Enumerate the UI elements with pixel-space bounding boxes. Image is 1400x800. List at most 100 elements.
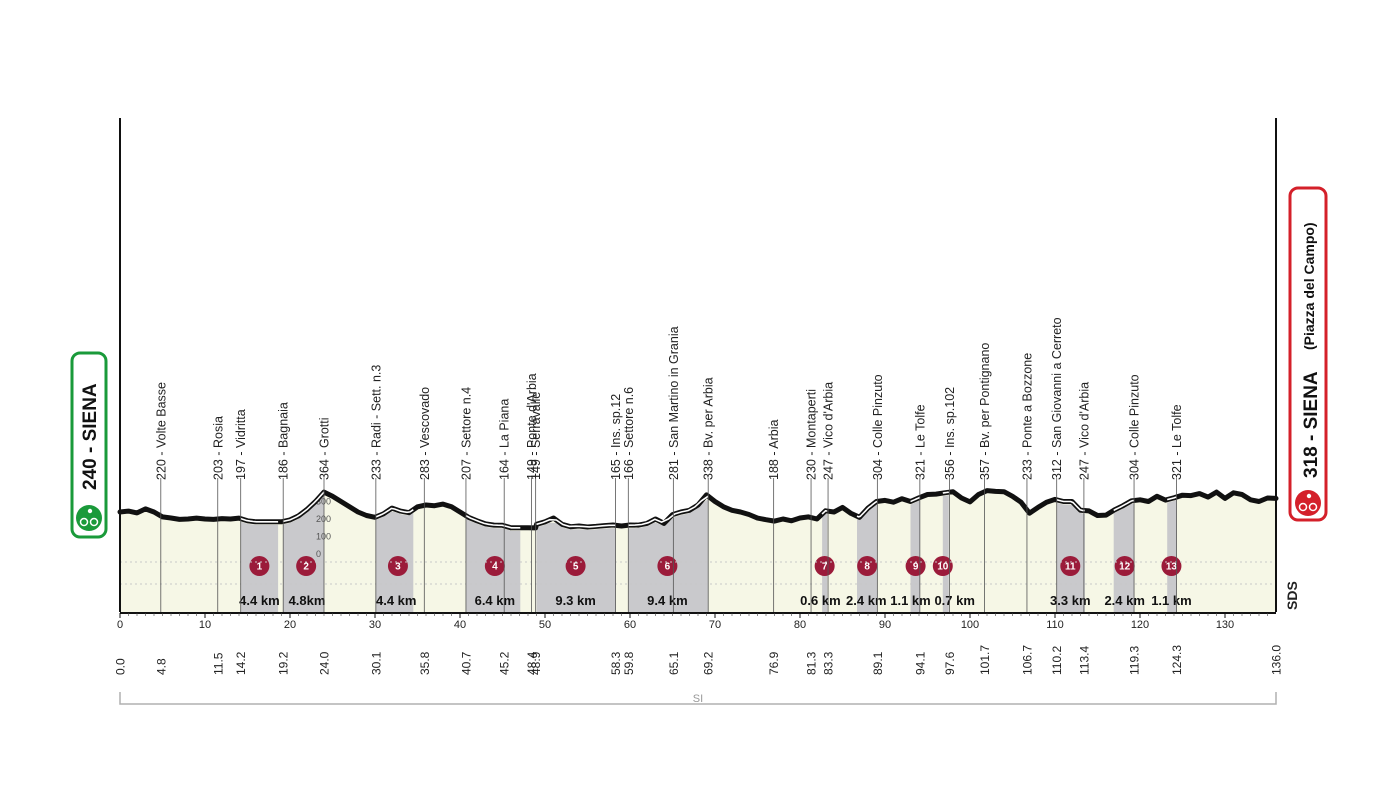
km-label-22: 101.7 — [978, 645, 992, 675]
km-label-27: 124.3 — [1170, 645, 1184, 675]
km-label-0: 0.0 — [114, 658, 128, 675]
finish-bike-wheel-icon — [1308, 502, 1318, 512]
finish-badge-frame — [1288, 186, 1328, 522]
km-label-2: 11.5 — [211, 652, 225, 675]
x-tick-label-90: 90 — [879, 619, 891, 631]
sector-number-1: 1 — [257, 562, 263, 573]
sector-length-12: 2.4 km — [1104, 593, 1144, 608]
waypoint-label-8: 164 - La Piana — [498, 399, 512, 480]
altitude-tick-300: 300 — [316, 497, 331, 507]
sector-length-7: 0.6 km — [800, 593, 840, 608]
right-side-label: SDS — [1284, 581, 1300, 610]
altitude-tick-200: 200 — [316, 514, 331, 524]
km-label-9: 45.2 — [498, 651, 512, 675]
sector-number-12: 12 — [1119, 562, 1131, 573]
sector-marker-11 — [1060, 556, 1081, 576]
km-label-8: 40.7 — [459, 651, 473, 675]
waypoint-label-24: 247 - Vico d'Arbia — [1077, 382, 1091, 480]
waypoint-label-15: 188 - Arbia — [767, 419, 781, 480]
grid-layer: 0 100 200 300 — [120, 497, 1276, 585]
x-tick-label-10: 10 — [199, 619, 211, 631]
waypoint-label-3: 186 - Bagnaia — [277, 402, 291, 480]
km-label-24: 110.2 — [1050, 646, 1064, 675]
sector-marker-1 — [249, 556, 270, 576]
badge-layer: 240 - SIENA 318 - SIENA (Piazza del Campo) — [70, 186, 1328, 539]
start-bike-wheel-icon — [79, 517, 89, 527]
finish-bike-rider-icon — [1306, 493, 1312, 499]
sector-marker-10 — [932, 556, 953, 576]
km-label-26: 119.3 — [1128, 646, 1142, 675]
sector-strip-1 — [240, 517, 279, 523]
waypoint-label-20: 356 - Ins. sp.102 — [943, 387, 957, 480]
profile-line-layer — [117, 488, 1279, 531]
waypoint-label-7: 207 - Settore n.4 — [459, 387, 473, 480]
km-label-19: 89.1 — [871, 651, 885, 675]
sector-strip-2 — [283, 491, 325, 523]
km-label-10: 48.4 — [525, 651, 539, 675]
sector-number-7: 7 — [822, 562, 828, 573]
km-label-15: 69.2 — [702, 651, 716, 675]
x-tick-label-70: 70 — [709, 619, 721, 631]
sector-number-10: 10 — [937, 562, 949, 573]
waypoint-label-12: 166 - Settore n.6 — [622, 387, 636, 480]
sector-number-11: 11 — [1065, 562, 1076, 573]
sector-length-8: 2.4 km — [846, 593, 886, 608]
sector-strip-13 — [1167, 496, 1177, 501]
sector-band-13 — [1167, 500, 1177, 612]
waypoint-label-17: 247 - Vico d'Arbia — [822, 382, 836, 480]
finish-badge: 318 - SIENA (Piazza del Campo) — [1288, 186, 1328, 522]
sector-strip-4 — [465, 514, 521, 529]
waypoint-label-26: 321 - Le Tolfe — [1170, 404, 1184, 480]
waypoint-label-11: 165 - Ins. sp.12 — [609, 394, 623, 480]
start-badge-frame — [70, 351, 108, 539]
waypoint-label-19: 321 - Le Tolfe — [913, 404, 927, 480]
sector-marker-2 — [296, 556, 317, 576]
km-label-25: 113.4 — [1077, 646, 1091, 675]
sector-band-6 — [628, 499, 709, 612]
km-label-3: 14.2 — [234, 651, 248, 675]
start-bike-icon — [76, 505, 102, 531]
waypoint-label-2: 197 - Vidritta — [234, 409, 248, 480]
waypoint-label-16: 230 - Montaperti — [805, 389, 819, 480]
sector-strip-5 — [536, 518, 616, 528]
waypoint-label-22: 233 - Ponte a Bozzone — [1020, 353, 1034, 480]
sector-length-1: 4.4 km — [239, 593, 279, 608]
waypoint-label-0: 220 - Volte Basse — [154, 382, 168, 480]
sector-marker-3 — [387, 556, 408, 576]
sector-number-13: 13 — [1166, 562, 1178, 573]
finish-badge-sublabel: (Piazza del Campo) — [1301, 222, 1317, 350]
sector-marker-5 — [565, 556, 586, 576]
sector-marker-4 — [484, 556, 505, 576]
sector-length-11: 3.3 km — [1050, 593, 1090, 608]
sector-strip-7 — [821, 509, 828, 515]
km-label-13: 59.8 — [622, 651, 636, 675]
sector-marker-6 — [657, 556, 678, 576]
sector-length-13: 1.1 km — [1151, 593, 1191, 608]
waypoint-label-5: 233 - Radi - Sett. n.3 — [369, 365, 383, 480]
sector-number-4: 4 — [492, 562, 498, 573]
waypoint-label-21: 357 - Bv. per Pontignano — [978, 343, 992, 480]
sector-strip-6 — [628, 495, 709, 526]
sector-length-2: 4.8km — [289, 593, 326, 608]
km-label-23: 106.7 — [1020, 645, 1034, 675]
km-label-17: 81.3 — [805, 651, 819, 675]
sector-strip-12 — [1113, 499, 1135, 512]
sector-number-8: 8 — [864, 562, 870, 573]
km-label-6: 30.1 — [369, 651, 383, 675]
x-tick-label-50: 50 — [539, 619, 551, 631]
x-tick-label-30: 30 — [369, 619, 381, 631]
km-label-4: 19.2 — [277, 651, 291, 675]
start-badge-label: 240 - SIENA — [80, 383, 101, 490]
waypoint-label-13: 281 - San Martino in Grania — [667, 326, 681, 480]
sector-marker-8 — [857, 556, 878, 576]
x-tick-label-0: 0 — [117, 619, 123, 631]
sector-number-5: 5 — [573, 562, 579, 573]
x-tick-label-130: 130 — [1216, 619, 1234, 631]
sector-number-3: 3 — [395, 562, 401, 573]
x-tick-label-40: 40 — [454, 619, 466, 631]
start-bike-wheel-icon — [89, 517, 99, 527]
sector-length-9: 1.1 km — [890, 593, 930, 608]
sector-layer: 1 4.4 km 2 4.8km 3 4.4 km 4 6.4 km 5 9.3 km 6 9.4 k… — [239, 495, 1192, 612]
finish-bike-wheel-icon — [1298, 502, 1308, 512]
